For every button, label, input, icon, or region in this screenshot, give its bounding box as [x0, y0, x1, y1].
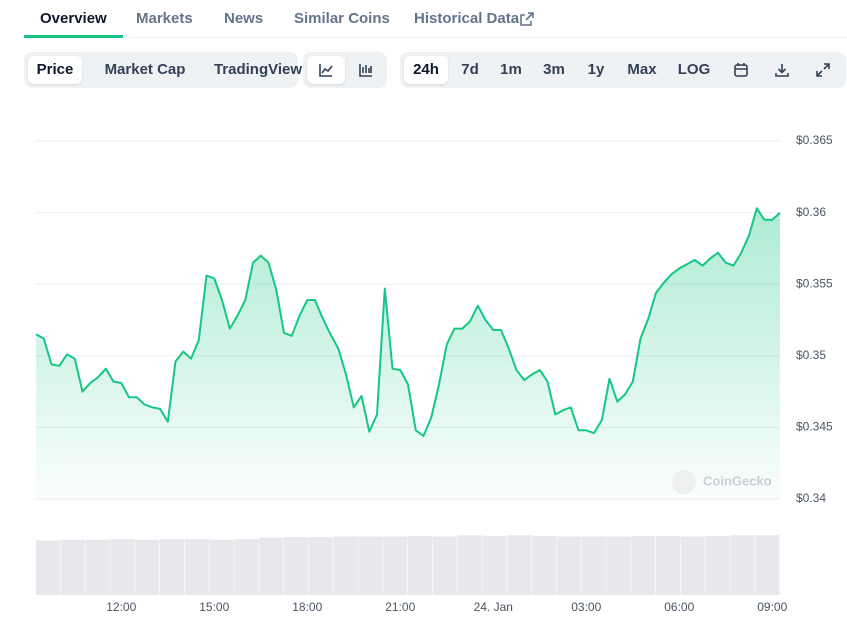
- y-tick-label: $0.355: [796, 276, 833, 290]
- volume-bar: [135, 539, 160, 595]
- volume-bar: [606, 536, 631, 595]
- volume-bar: [755, 535, 780, 595]
- volume-bar: [259, 537, 284, 595]
- area: [36, 208, 780, 500]
- volume-bar: [507, 535, 532, 595]
- volume-bar: [730, 535, 755, 595]
- volume-bar: [432, 536, 458, 595]
- tab[interactable]: Historical Data: [414, 10, 520, 27]
- volume-bar: [532, 535, 557, 595]
- y-tick-label: $0.365: [796, 133, 833, 147]
- active-underline: [24, 35, 123, 38]
- volume-bar: [457, 535, 482, 595]
- y-tick-label: $0.34: [796, 491, 826, 505]
- view-button[interactable]: Price: [28, 56, 82, 84]
- range-button[interactable]: 3m: [543, 61, 565, 78]
- x-tick-label: 21:00: [385, 600, 415, 614]
- chart-style-group: [303, 52, 387, 88]
- volume-bar: [184, 539, 210, 595]
- range-button[interactable]: LOG: [677, 61, 711, 78]
- volume-bar: [705, 535, 730, 595]
- x-tick-label: 12:00: [106, 600, 136, 614]
- volume-bar: [482, 535, 507, 595]
- volume-bar: [556, 536, 582, 595]
- line-chart-button[interactable]: [307, 56, 345, 84]
- volume-bar: [656, 535, 681, 595]
- external-link-icon[interactable]: [519, 11, 535, 27]
- x-tick-label: 09:00: [757, 600, 787, 614]
- watermark: CoinGecko: [703, 473, 772, 488]
- volume-bar: [110, 539, 135, 595]
- volume-bar: [160, 539, 185, 595]
- volume-bar: [333, 536, 358, 595]
- view-group: Price Market Cap TradingView: [24, 52, 302, 88]
- range-button[interactable]: Max: [627, 61, 657, 78]
- view-button[interactable]: Market Cap: [104, 61, 186, 78]
- y-tick-label: $0.36: [796, 205, 826, 219]
- range-group: 24h 7d 1m 3m 1y Max LOG: [400, 52, 846, 88]
- x-tick-label: 18:00: [292, 600, 322, 614]
- volume-bar: [631, 535, 656, 595]
- price-line: [35, 207, 781, 437]
- tab[interactable]: News: [224, 10, 264, 27]
- volume-bar: [85, 539, 110, 595]
- watermark-logo: [672, 470, 696, 494]
- fullscreen-icon[interactable]: [816, 63, 830, 77]
- volume-bar: [284, 537, 309, 595]
- range-button[interactable]: 1m: [500, 61, 522, 78]
- tab[interactable]: Overview: [40, 10, 107, 27]
- volume-bar: [60, 539, 86, 595]
- calendar-icon[interactable]: [734, 63, 748, 77]
- tab[interactable]: Markets: [136, 10, 193, 27]
- volume-bar: [209, 539, 234, 595]
- x-tick-label: 15:00: [199, 600, 229, 614]
- y-tick-label: $0.35: [796, 348, 826, 362]
- volume-bar: [358, 536, 383, 595]
- y-tick-label: $0.345: [796, 420, 833, 434]
- x-tick-label: 24. Jan: [474, 600, 513, 614]
- x-tick-label: 06:00: [664, 600, 694, 614]
- volume-bar: [581, 536, 606, 595]
- volume-bar: [680, 536, 706, 595]
- volume-bar: [408, 535, 433, 595]
- volume-bar: [234, 539, 259, 595]
- volume-bar: [308, 537, 334, 595]
- divider: [24, 37, 847, 38]
- volume-bar: [36, 540, 61, 595]
- range-button[interactable]: 7d: [461, 61, 479, 78]
- candle-chart-button[interactable]: [347, 56, 385, 84]
- view-button[interactable]: TradingView: [213, 61, 303, 78]
- download-icon[interactable]: [775, 63, 789, 77]
- range-button[interactable]: 24h: [404, 56, 448, 84]
- volume-bar: [383, 536, 408, 595]
- range-button[interactable]: 1y: [587, 61, 605, 78]
- x-tick-label: 03:00: [571, 600, 601, 614]
- tab[interactable]: Similar Coins: [294, 10, 390, 27]
